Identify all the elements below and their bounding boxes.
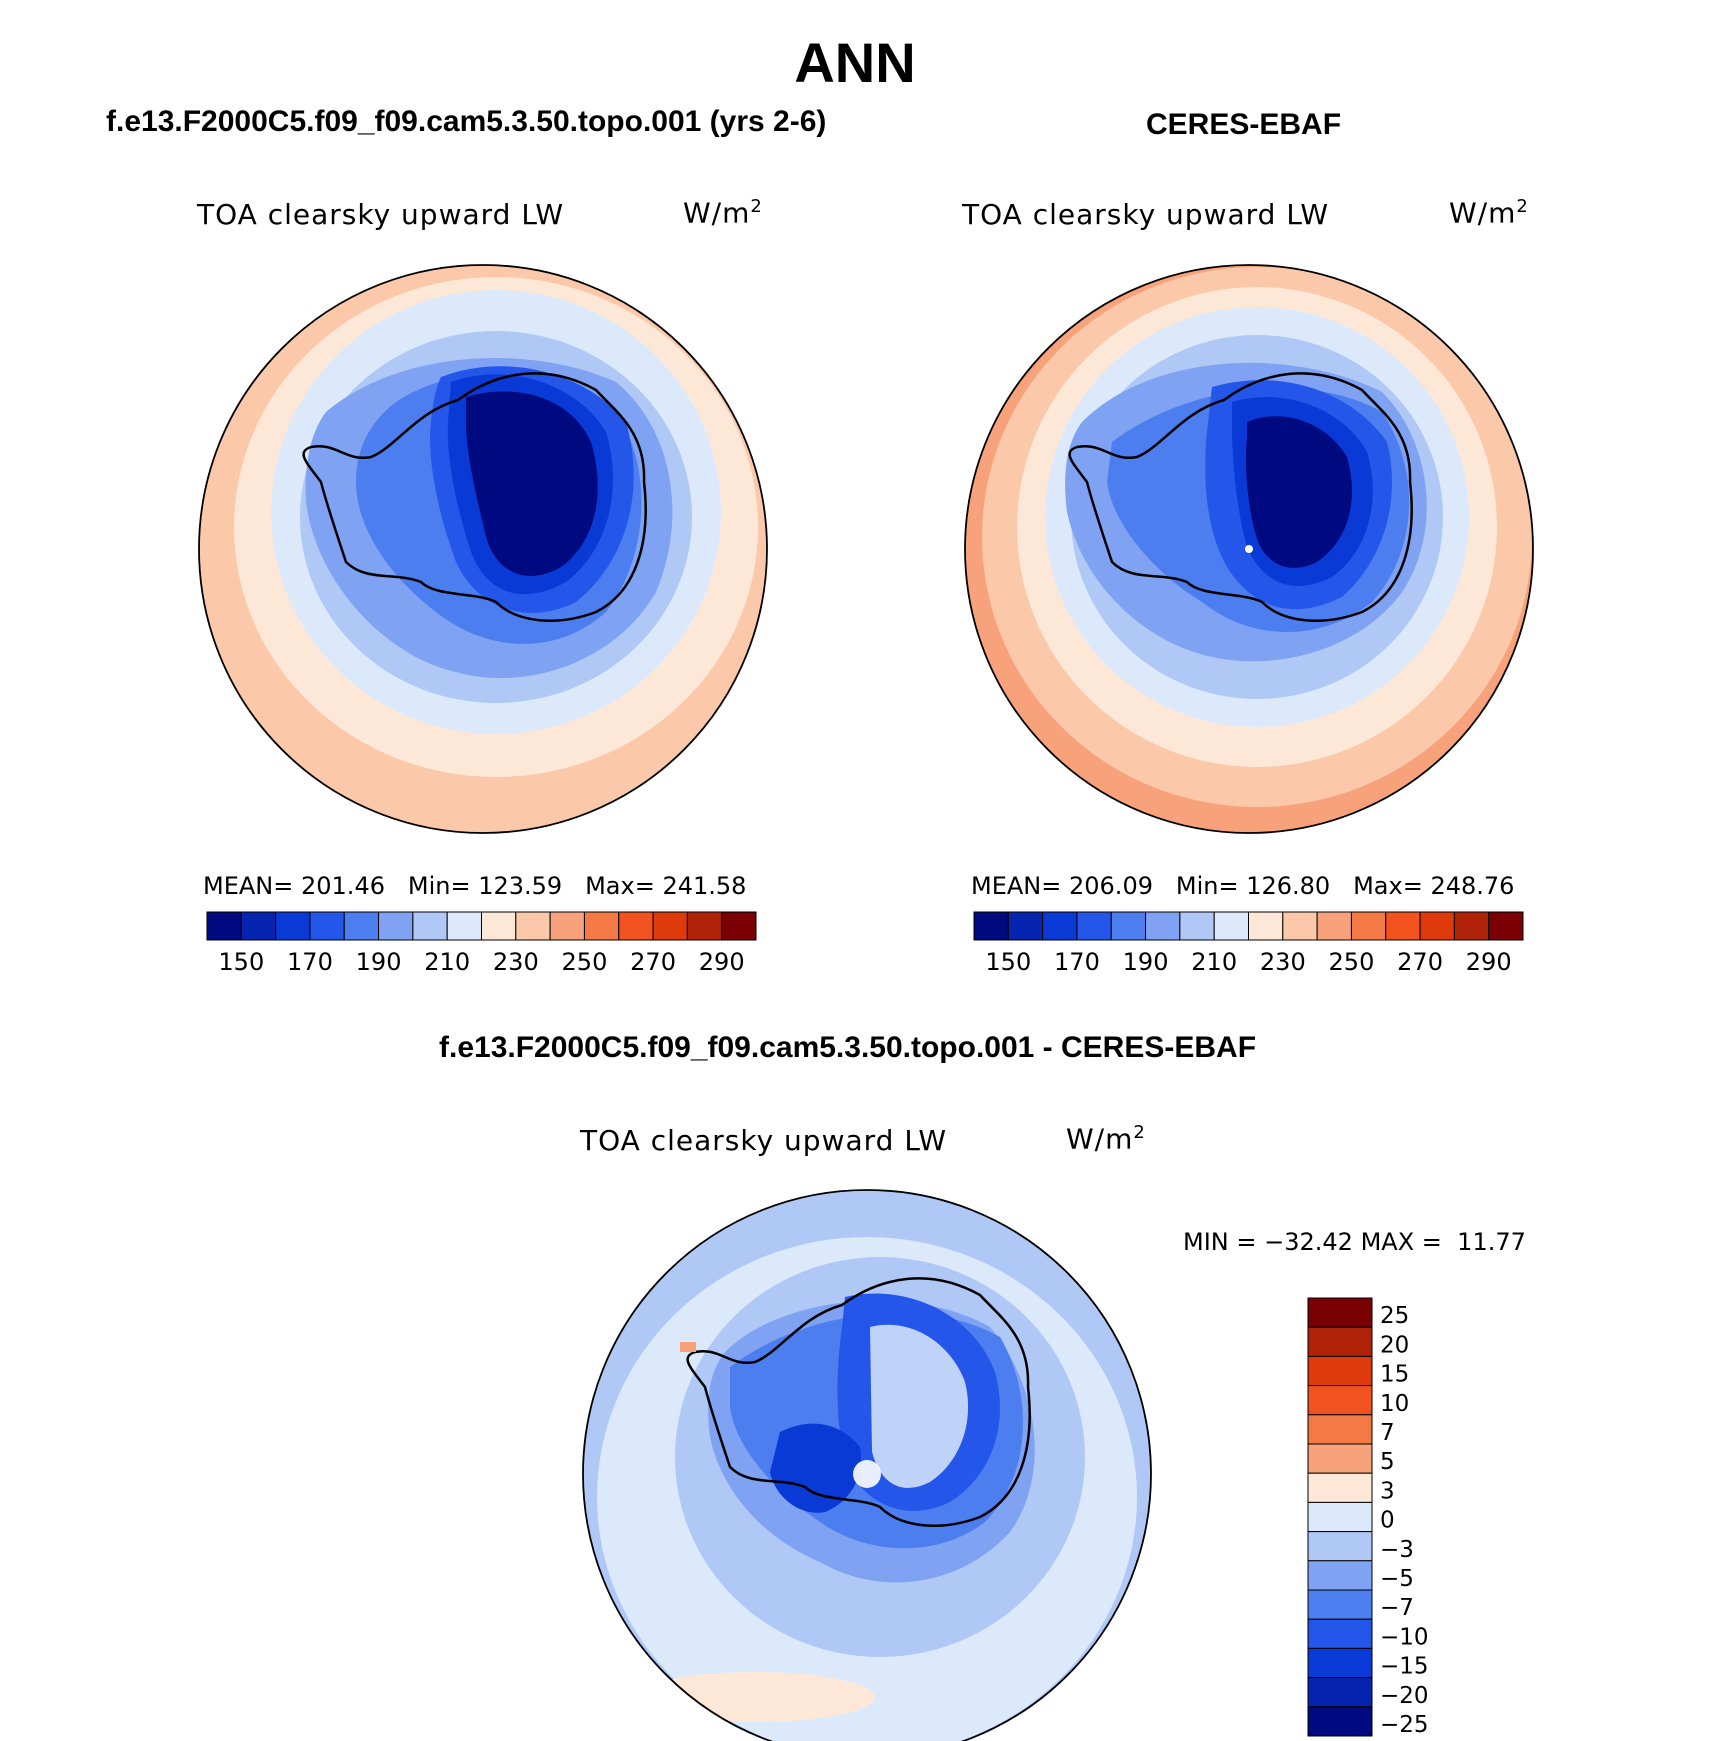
model-colorbar-tick-label: 150 (218, 948, 264, 976)
diff-colorbar-swatch (1307, 1443, 1373, 1474)
diff-colorbar-swatch (1307, 1355, 1373, 1387)
model-colorbar-swatch (481, 911, 517, 941)
diff-colorbar-tick-label: −5 (1380, 1566, 1414, 1592)
diff-colorbar-tick-label: 20 (1380, 1332, 1409, 1358)
model-colorbar-swatch (446, 911, 482, 941)
obs-colorbar-swatch (1042, 911, 1078, 941)
model-colorbar-swatch (240, 911, 277, 941)
model-colorbar-tick-label: 230 (493, 948, 539, 976)
diff-colorbar-swatch (1307, 1472, 1373, 1503)
diff-colorbar-swatch (1307, 1706, 1373, 1737)
diff-units-label: W/m2 (1066, 1122, 1146, 1156)
obs-colorbar-swatch (1419, 911, 1455, 941)
obs-colorbar-swatch (1488, 911, 1524, 941)
diff-colorbar-tick-label: 5 (1380, 1449, 1395, 1475)
diff-colorbar-swatch (1307, 1589, 1373, 1620)
diff-colorbar-swatch (1307, 1414, 1373, 1445)
obs-colorbar-tick-label: 290 (1466, 948, 1512, 976)
obs-colorbar-swatch (1350, 911, 1387, 941)
diff-colorbar-swatch (1307, 1618, 1373, 1649)
obs-colorbar-tick-label: 150 (985, 948, 1031, 976)
diff-colorbar-tick-label: 0 (1380, 1508, 1395, 1534)
model-colorbar-swatch (686, 911, 723, 941)
model-colorbar-swatch (378, 911, 414, 941)
obs-units-label: W/m2 (1449, 196, 1529, 230)
obs-colorbar-swatch (1453, 911, 1490, 941)
diff-colorbar-tick-label: −20 (1380, 1683, 1429, 1709)
model-colorbar-tick-label: 170 (287, 948, 333, 976)
model-colorbar-swatch (618, 911, 654, 941)
obs-colorbar-tick-label: 190 (1123, 948, 1169, 976)
model-colorbar-swatch (412, 911, 448, 941)
obs-colorbar-tick-label: 250 (1329, 948, 1375, 976)
diff-colorbar-swatch (1307, 1501, 1373, 1533)
model-colorbar-tick-label: 270 (630, 948, 676, 976)
model-colorbar-swatch (549, 911, 585, 941)
obs-colorbar-tick-label: 170 (1054, 948, 1100, 976)
obs-stats: MEAN= 206.09 Min= 126.80 Max= 248.76 (971, 872, 1515, 900)
diff-stats: MIN = −32.42 MAX = 11.77 (1183, 1228, 1526, 1256)
obs-colorbar-tick-label: 270 (1397, 948, 1443, 976)
diff-case-title: f.e13.F2000C5.f09_f09.cam5.3.50.topo.001… (439, 1031, 1257, 1064)
model-colorbar-swatch (583, 911, 620, 941)
diff-colorbar-tick-label: −7 (1380, 1595, 1414, 1621)
obs-colorbar-tick-label: 230 (1260, 948, 1306, 976)
obs-case-title: CERES-EBAF (1146, 108, 1342, 141)
model-stats: MEAN= 201.46 Min= 123.59 Max= 241.58 (203, 872, 747, 900)
obs-colorbar: 150 170 190 210 230 250 270 290 (973, 911, 1524, 976)
diff-colorbar-tick-label: −25 (1380, 1712, 1429, 1738)
model-colorbar-swatch (206, 911, 242, 941)
obs-colorbar-swatch (1179, 911, 1215, 941)
model-variable-label: TOA clearsky upward LW (197, 198, 565, 231)
model-colorbar-swatch (343, 911, 380, 941)
model-colorbar-swatch (652, 911, 688, 941)
model-polar-map (198, 264, 768, 834)
diff-colorbar-tick-label: 15 (1380, 1362, 1409, 1388)
diff-colorbar-swatch (1307, 1531, 1373, 1562)
obs-colorbar-swatch (1213, 911, 1249, 941)
diff-colorbar-tick-label: −10 (1380, 1624, 1429, 1650)
diff-colorbar-tick-label: 3 (1380, 1478, 1395, 1504)
diff-colorbar-tick-label: 10 (1380, 1391, 1409, 1417)
model-colorbar-tick-label: 210 (424, 948, 470, 976)
diff-colorbar-swatch (1307, 1560, 1373, 1591)
obs-colorbar-swatch (1282, 911, 1318, 941)
figure-title: ANN (794, 31, 916, 94)
obs-colorbar-tick-label: 210 (1191, 948, 1237, 976)
model-colorbar-swatch (309, 911, 345, 941)
obs-colorbar-swatch (973, 911, 1009, 941)
diff-colorbar-tick-label: −3 (1380, 1537, 1414, 1563)
obs-polar-map (964, 264, 1534, 834)
model-colorbar-swatch (275, 911, 311, 941)
obs-colorbar-swatch (1248, 911, 1284, 941)
model-colorbar-swatch (721, 911, 757, 941)
model-colorbar-tick-label: 290 (699, 948, 745, 976)
obs-colorbar-swatch (1385, 911, 1421, 941)
obs-colorbar-swatch (1316, 911, 1352, 941)
obs-colorbar-swatch (1110, 911, 1147, 941)
diff-colorbar: 25 20 15 10 7 5 3 0 −3 −5 −7 −10 −15 −20 −25 (1307, 1297, 1429, 1738)
diff-polar-map (582, 1189, 1152, 1741)
diff-colorbar-swatch (1307, 1677, 1373, 1708)
diff-colorbar-swatch (1307, 1297, 1373, 1328)
model-colorbar-tick-label: 250 (562, 948, 608, 976)
model-case-title: f.e13.F2000C5.f09_f09.cam5.3.50.topo.001… (106, 105, 827, 138)
obs-variable-label: TOA clearsky upward LW (962, 198, 1330, 231)
diff-colorbar-swatch (1307, 1385, 1373, 1416)
obs-colorbar-swatch (1145, 911, 1181, 941)
obs-colorbar-swatch (1007, 911, 1044, 941)
diff-colorbar-tick-label: 25 (1380, 1303, 1409, 1329)
obs-colorbar-swatch (1076, 911, 1112, 941)
model-units-label: W/m2 (683, 196, 763, 230)
model-colorbar-swatch (515, 911, 551, 941)
diff-colorbar-tick-label: −15 (1380, 1654, 1429, 1680)
model-colorbar: 150 170 190 210 230 250 270 290 (206, 911, 757, 976)
model-colorbar-tick-label: 190 (356, 948, 402, 976)
diff-colorbar-tick-label: 7 (1380, 1420, 1395, 1446)
diff-variable-label: TOA clearsky upward LW (580, 1124, 948, 1157)
diff-colorbar-swatch (1307, 1326, 1373, 1357)
diff-colorbar-swatch (1307, 1647, 1373, 1679)
